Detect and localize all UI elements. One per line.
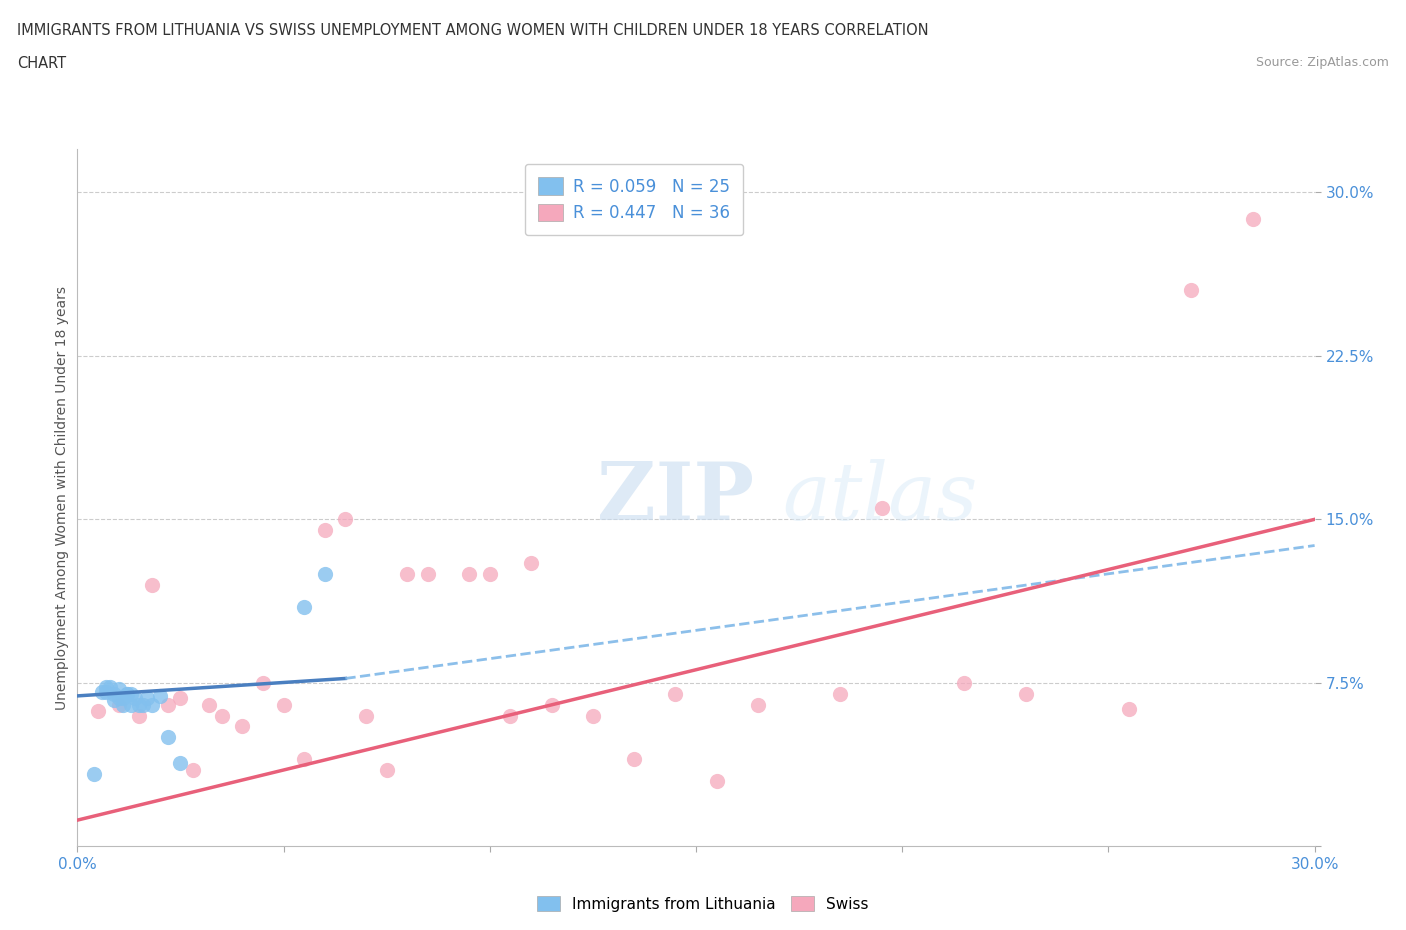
Text: Source: ZipAtlas.com: Source: ZipAtlas.com xyxy=(1256,56,1389,69)
Point xyxy=(111,698,134,712)
Point xyxy=(136,691,159,706)
Point xyxy=(169,756,191,771)
Point xyxy=(375,763,398,777)
Point xyxy=(314,523,336,538)
Point xyxy=(149,688,172,703)
Point xyxy=(103,693,125,708)
Point xyxy=(252,675,274,690)
Y-axis label: Unemployment Among Women with Children Under 18 years: Unemployment Among Women with Children U… xyxy=(55,286,69,710)
Point xyxy=(1015,686,1038,701)
Point xyxy=(115,686,138,701)
Point xyxy=(181,763,204,777)
Point xyxy=(273,698,295,712)
Point xyxy=(747,698,769,712)
Point xyxy=(96,684,118,699)
Text: CHART: CHART xyxy=(17,56,66,71)
Point xyxy=(107,682,129,697)
Point xyxy=(111,691,134,706)
Point xyxy=(115,686,138,701)
Point xyxy=(120,686,142,701)
Point xyxy=(314,566,336,581)
Point xyxy=(870,501,893,516)
Point xyxy=(124,691,146,706)
Point xyxy=(706,774,728,789)
Legend: Immigrants from Lithuania, Swiss: Immigrants from Lithuania, Swiss xyxy=(531,889,875,918)
Point xyxy=(157,698,180,712)
Point xyxy=(169,691,191,706)
Point xyxy=(582,708,605,723)
Point xyxy=(416,566,439,581)
Point xyxy=(335,512,357,526)
Point xyxy=(91,684,114,699)
Point xyxy=(458,566,481,581)
Point xyxy=(128,708,150,723)
Point xyxy=(499,708,522,723)
Point xyxy=(107,698,129,712)
Point xyxy=(292,751,315,766)
Point xyxy=(141,578,163,592)
Point xyxy=(141,698,163,712)
Point xyxy=(292,599,315,614)
Point xyxy=(664,686,686,701)
Point xyxy=(953,675,976,690)
Point xyxy=(1241,211,1264,226)
Point xyxy=(1180,283,1202,298)
Point xyxy=(830,686,852,701)
Point xyxy=(478,566,501,581)
Point xyxy=(520,555,543,570)
Point xyxy=(354,708,377,723)
Point xyxy=(157,730,180,745)
Point xyxy=(87,704,110,719)
Point xyxy=(198,698,221,712)
Point xyxy=(132,698,155,712)
Point xyxy=(83,767,105,782)
Point xyxy=(107,691,129,706)
Point xyxy=(96,680,118,695)
Legend: R = 0.059   N = 25, R = 0.447   N = 36: R = 0.059 N = 25, R = 0.447 N = 36 xyxy=(524,164,744,235)
Text: atlas: atlas xyxy=(783,458,979,537)
Point xyxy=(231,719,253,734)
Point xyxy=(128,698,150,712)
Text: IMMIGRANTS FROM LITHUANIA VS SWISS UNEMPLOYMENT AMONG WOMEN WITH CHILDREN UNDER : IMMIGRANTS FROM LITHUANIA VS SWISS UNEMP… xyxy=(17,23,928,38)
Point xyxy=(623,751,645,766)
Point xyxy=(211,708,233,723)
Point xyxy=(396,566,419,581)
Point xyxy=(120,698,142,712)
Point xyxy=(1118,701,1140,716)
Point xyxy=(540,698,562,712)
Text: ZIP: ZIP xyxy=(598,458,754,537)
Point xyxy=(103,686,125,701)
Point xyxy=(98,680,121,695)
